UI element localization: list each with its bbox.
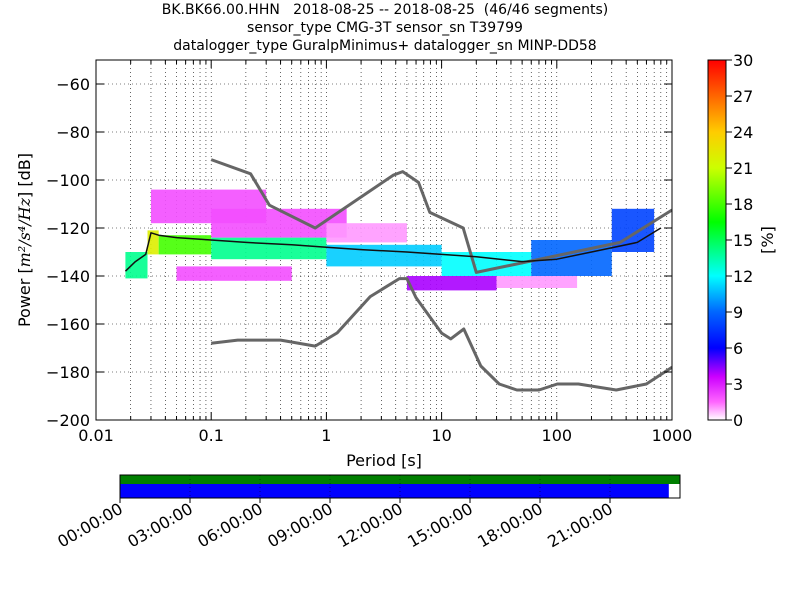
coverage-tick-label: 15:00:00 — [404, 499, 476, 551]
title-line-3: datalogger_type GuralpMinimus+ datalogge… — [173, 38, 597, 54]
y-tick-label: −180 — [46, 363, 90, 382]
heatmap-bin — [158, 235, 212, 255]
y-tick-label: −200 — [46, 411, 90, 430]
heatmap-bin — [211, 237, 327, 260]
y-tick-label: −80 — [56, 123, 90, 142]
y-tick-label: −160 — [46, 315, 90, 334]
x-tick-label: 0.01 — [78, 426, 114, 445]
curves — [124, 158, 672, 392]
x-axis-label: Period [s] — [346, 451, 422, 470]
colorbar-tick-label: 3 — [733, 375, 743, 394]
x-tick-label: 100 — [542, 426, 573, 445]
x-tick-label: 10 — [431, 426, 451, 445]
heatmap-bin — [176, 266, 292, 281]
x-tick-label: 1000 — [652, 426, 693, 445]
coverage-blue-bar — [120, 484, 669, 498]
nlnm-curve — [211, 277, 672, 392]
colorbar-tick-label: 30 — [733, 51, 753, 70]
colorbar-tick-label: 15 — [733, 231, 753, 250]
colorbar: 0 3 6 9 12 15 18 21 24 27 30 [%] — [707, 51, 777, 430]
heatmap-bin — [147, 230, 159, 255]
x-tick-label: 0.1 — [198, 426, 223, 445]
colorbar-tick-label: 9 — [733, 303, 743, 322]
grid — [96, 60, 672, 420]
y-tick-label: −140 — [46, 267, 90, 286]
psd-plot-area: 0.01 0.1 1 10 100 1000 −200 −180 −160 −140 −120 −1… — [46, 59, 692, 445]
colorbar-tick-label: 21 — [733, 159, 753, 178]
heatmap-bin — [326, 223, 407, 243]
nhnm-curve — [210, 158, 672, 274]
title-line-2: sensor_type CMG-3T sensor_sn T39799 — [247, 20, 523, 36]
y-axis-label: Power [m²/s⁴/Hz] [dB] — [15, 153, 34, 327]
colorbar-gradient — [707, 59, 727, 421]
heatmap-bin — [611, 208, 655, 252]
heatmap-bin — [211, 208, 347, 238]
mode-curve — [124, 227, 662, 272]
colorbar-tick-label: 18 — [733, 195, 753, 214]
time-coverage-bar: 00:00:0003:00:0006:00:0009:00:0012:00:00… — [54, 474, 681, 551]
colorbar-tick-label: 0 — [733, 411, 743, 430]
coverage-tick-label: 06:00:00 — [194, 499, 266, 551]
coverage-tick-label: 21:00:00 — [544, 499, 616, 551]
heatmap-bin — [125, 252, 148, 279]
coverage-tick-label: 18:00:00 — [474, 499, 546, 551]
heatmap-bin — [496, 276, 578, 288]
x-axis-ticks: 0.01 0.1 1 10 100 1000 — [78, 60, 692, 445]
heatmap-bin — [406, 276, 497, 291]
coverage-tick-label: 12:00:00 — [334, 499, 406, 551]
colorbar-tick-label: 24 — [733, 123, 753, 142]
coverage-tick-label: 03:00:00 — [124, 499, 196, 551]
colorbar-tick-label: 6 — [733, 339, 743, 358]
heatmap-bin — [326, 244, 442, 267]
coverage-tick-label: 09:00:00 — [264, 499, 336, 551]
colorbar-tick-label: 12 — [733, 267, 753, 286]
plot-frame — [95, 59, 673, 421]
colorbar-tick-label: 27 — [733, 87, 753, 106]
y-tick-label: −100 — [46, 171, 90, 190]
colorbar-ticks: 0 3 6 9 12 15 18 21 24 27 30 — [726, 51, 753, 430]
y-tick-label: −120 — [46, 219, 90, 238]
heatmap — [125, 189, 655, 291]
title-line-1: BK.BK66.00.HHN 2018-08-25 -- 2018-08-25 … — [161, 2, 609, 18]
y-tick-label: −60 — [56, 75, 90, 94]
colorbar-label: [%] — [758, 226, 777, 254]
y-axis-ticks: −200 −180 −160 −140 −120 −100 −80 −60 — [46, 75, 672, 430]
x-tick-label: 1 — [321, 426, 331, 445]
coverage-tick-label: 00:00:00 — [54, 499, 126, 551]
